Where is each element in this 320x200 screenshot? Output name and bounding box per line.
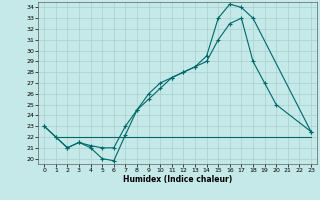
X-axis label: Humidex (Indice chaleur): Humidex (Indice chaleur)	[123, 175, 232, 184]
